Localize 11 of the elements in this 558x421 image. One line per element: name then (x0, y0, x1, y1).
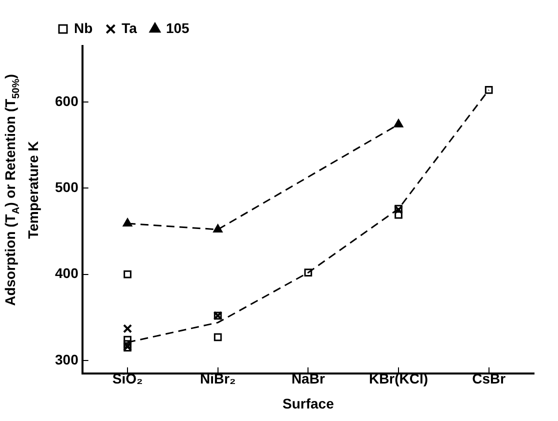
x-tick-label: CsBr (472, 370, 506, 387)
y-tick-label: 300 (55, 351, 79, 368)
y-tick-label: 500 (55, 179, 79, 196)
x-tick-label: NiBr₂ (200, 370, 236, 387)
x-tick-label: NaBr (291, 370, 326, 387)
legend-label: Ta (122, 20, 138, 36)
x-axis-title: Surface (282, 395, 334, 412)
y-tick-label: 400 (55, 265, 79, 282)
y-tick-label: 600 (55, 92, 79, 109)
legend-label: Nb (74, 20, 93, 36)
legend-label: 105 (166, 20, 190, 36)
